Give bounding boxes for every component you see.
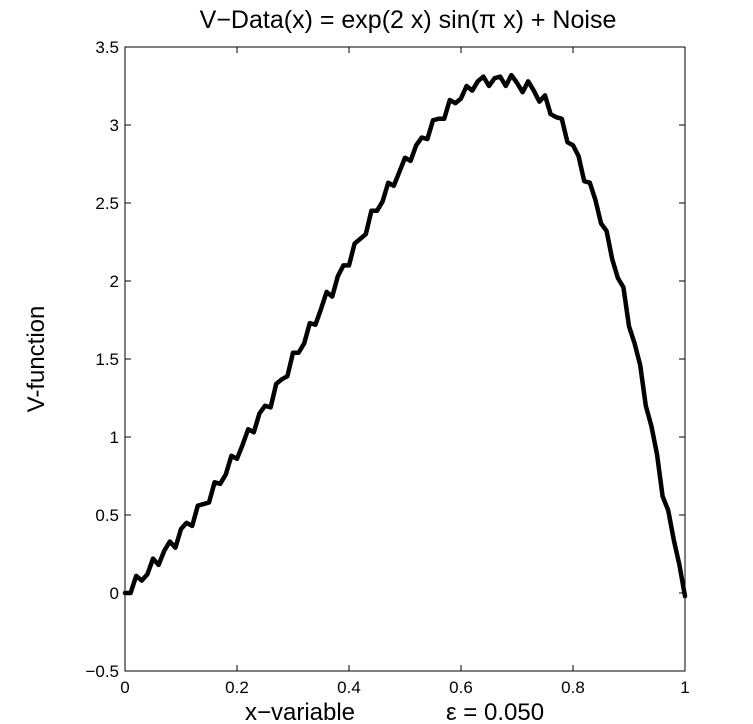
x-tick-label: 0 (120, 678, 129, 697)
y-tick-label: 3 (110, 116, 119, 135)
x-tick-label: 1 (680, 678, 689, 697)
x-tick-label: 0.6 (449, 678, 473, 697)
tick-labels: 0 0.2 0.4 0.6 0.8 1−0.500.511.522.533.5 (85, 38, 689, 697)
y-tick-label: 3.5 (95, 38, 119, 57)
x-tick-label: 0.8 (561, 678, 585, 697)
y-axis-label: V-function (23, 306, 50, 413)
y-tick-label: 0.5 (95, 506, 119, 525)
y-tick-label: 1.5 (95, 350, 119, 369)
y-tick-label: 1 (110, 428, 119, 447)
x-tick-label: 0.2 (225, 678, 249, 697)
y-tick-label: 0 (110, 584, 119, 603)
series-line (122, 72, 688, 599)
y-tick-label: 2.5 (95, 194, 119, 213)
y-tick-label: 2 (110, 272, 119, 291)
chart-title: V−Data(x) = exp(2 x) sin(π x) + Noise (200, 6, 617, 34)
x-tick-label: 0.4 (337, 678, 361, 697)
epsilon-annotation: ε = 0.050 (446, 699, 544, 724)
axis-ticks (124, 46, 686, 672)
x-axis-label: x−variable (245, 699, 355, 724)
plot-frame (124, 46, 686, 672)
y-tick-label: −0.5 (85, 662, 119, 681)
